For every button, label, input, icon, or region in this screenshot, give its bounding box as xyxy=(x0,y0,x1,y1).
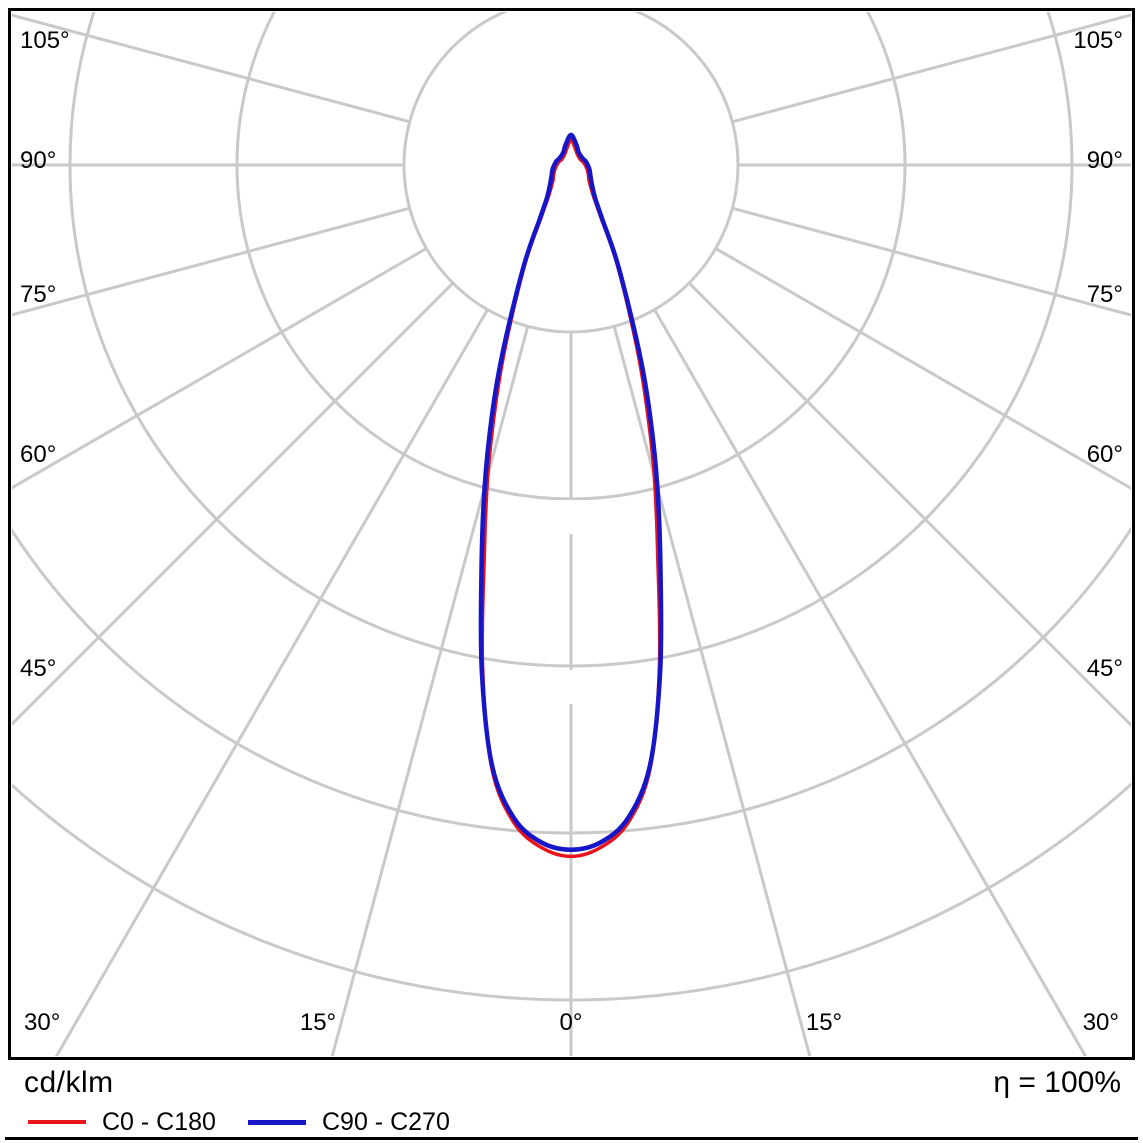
grid-spoke xyxy=(653,308,1088,1056)
grid-spoke xyxy=(731,13,1131,124)
plot-border xyxy=(8,8,1135,1060)
grid-spoke xyxy=(54,308,489,1056)
angle-tick-label: 75° xyxy=(1087,281,1123,308)
legend-swatch-c90-c270 xyxy=(248,1119,306,1125)
legend-item-c90-c270: C90 - C270 xyxy=(248,1108,450,1136)
grid-spoke xyxy=(12,206,411,317)
grid-spoke xyxy=(12,13,411,124)
grid-spoke xyxy=(688,282,1131,728)
angle-tick-label: 30° xyxy=(24,1009,60,1036)
grid-spoke xyxy=(12,282,454,727)
legend-swatch-c0-c180 xyxy=(28,1120,86,1124)
angle-tick-label: 105° xyxy=(1073,27,1123,54)
angle-tick-label: 60° xyxy=(20,441,56,468)
legend: C0 - C180 C90 - C270 xyxy=(0,1108,1143,1140)
grid-spoke xyxy=(731,206,1131,317)
angle-tick-label: 45° xyxy=(20,655,56,682)
curve-c90-c270 xyxy=(478,132,664,852)
grid-spoke xyxy=(612,325,812,1056)
footer: cd/klm η = 100% C0 - C180 C90 - C270 xyxy=(0,1062,1143,1143)
angle-tick-label: 105° xyxy=(20,27,70,54)
grid-spoke xyxy=(330,325,530,1056)
grid-spoke xyxy=(12,247,428,490)
units-label: cd/klm xyxy=(24,1066,114,1099)
angle-tick-label: 0° xyxy=(560,1009,583,1036)
angle-tick-label: 45° xyxy=(1087,655,1123,682)
axis-label-gap xyxy=(545,670,597,704)
polar-grid xyxy=(12,12,1131,1056)
bottom-rule xyxy=(5,1137,1138,1140)
polar-plot: 0° 15° 15° 30° 30° 45° 45° 60° 60° 75° 75° 90° 90° 10… xyxy=(8,8,1135,1060)
angle-tick-label: 90° xyxy=(1087,147,1123,174)
grid-ring xyxy=(402,12,740,334)
axis-label-gap xyxy=(545,500,597,534)
angle-labels: 0° 15° 15° 30° 30° 45° 45° 60° 60° 75° 75° 90° 90° 10… xyxy=(20,27,1123,1036)
angle-tick-label: 60° xyxy=(1087,441,1123,468)
legend-label-c90-c270: C90 - C270 xyxy=(322,1107,450,1136)
angle-tick-label: 15° xyxy=(300,1009,336,1036)
grid-spoke xyxy=(714,247,1131,491)
efficiency-label: η = 100% xyxy=(993,1066,1121,1099)
angle-tick-label: 90° xyxy=(20,147,56,174)
legend-label-c0-c180: C0 - C180 xyxy=(102,1107,216,1136)
angle-tick-label: 15° xyxy=(806,1009,842,1036)
angle-tick-label: 75° xyxy=(20,281,56,308)
legend-item-c0-c180: C0 - C180 xyxy=(28,1108,216,1136)
angle-tick-label: 30° xyxy=(1083,1009,1119,1036)
